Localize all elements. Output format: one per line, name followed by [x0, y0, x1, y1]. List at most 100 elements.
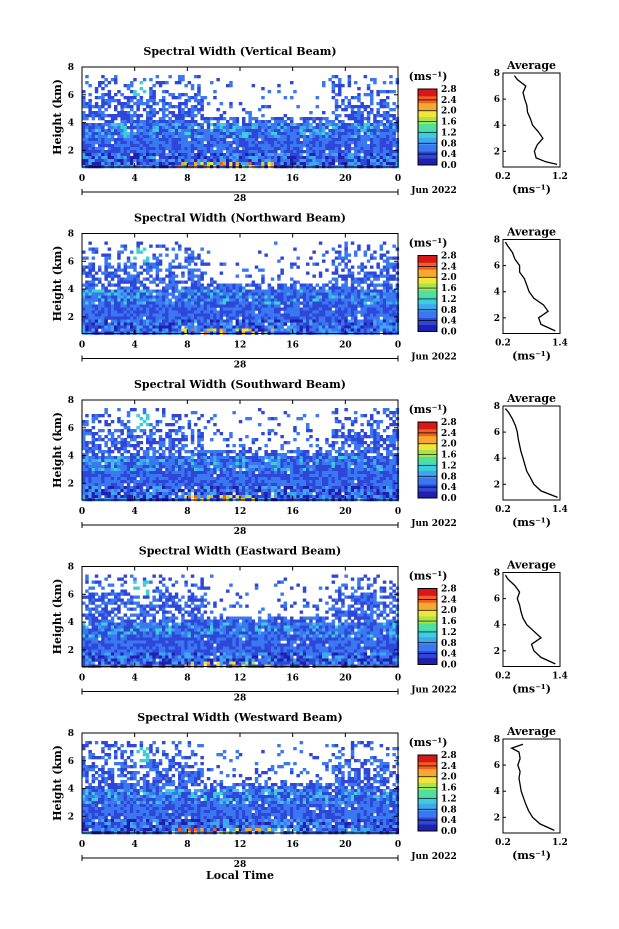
heatmap-cells [82, 741, 400, 835]
colorbar-tick-label: 0.4 [441, 650, 457, 660]
x-tick-label: 4 [132, 840, 138, 850]
colorbar-segment [418, 588, 437, 596]
chart-title: Spectral Width (Northward Beam) [134, 212, 346, 225]
date-day-label: 28 [234, 694, 247, 704]
average-x-tick-label: 0.2 [495, 172, 511, 182]
average-y-tick-label: 2 [494, 813, 500, 823]
date-day-label: 28 [234, 194, 247, 204]
average-unit: (ms⁻¹) [512, 849, 551, 862]
average-y-tick-label: 2 [494, 147, 500, 157]
x-tick-label: 0 [395, 341, 401, 351]
y-tick-label: 4 [68, 452, 74, 462]
x-tick-label: 4 [132, 341, 138, 351]
colorbar-tick-label: 2.4 [441, 96, 457, 106]
colorbar-tick-label: 2.8 [441, 585, 457, 595]
y-tick-label: 2 [68, 479, 74, 489]
y-tick-label: 6 [68, 91, 74, 101]
y-tick-label: 6 [68, 590, 74, 600]
colorbar-tick-label: 1.2 [441, 461, 457, 471]
heatmap-cells [82, 574, 400, 668]
colorbar-tick-label: 1.6 [441, 451, 457, 461]
average-y-tick-label: 6 [494, 262, 500, 272]
colorbar-segment [418, 803, 437, 811]
colorbar-tick-label: 0.8 [441, 639, 457, 649]
y-axis-label: Height (km) [51, 412, 64, 488]
x-tick-label: 0 [79, 341, 85, 351]
y-axis-label: Height (km) [51, 246, 64, 322]
colorbar-tick-label: 2.4 [441, 595, 457, 605]
colorbar-segment [418, 158, 437, 166]
x-tick-label: 12 [234, 674, 247, 684]
x-tick-label: 20 [339, 341, 352, 351]
x-tick-label: 0 [79, 674, 85, 684]
colorbar-segment [418, 755, 437, 763]
x-tick-label: 8 [184, 174, 190, 184]
colorbar-segment [418, 657, 437, 665]
colorbar-segment [418, 817, 437, 825]
colorbar-segment [418, 442, 437, 450]
colorbar-segment [418, 456, 437, 464]
x-tick-label: 0 [79, 840, 85, 850]
date-day-label: 28 [234, 860, 247, 870]
colorbar-segment [418, 109, 437, 117]
average-frame [502, 405, 561, 501]
colorbar-tick-label: 1.2 [441, 295, 457, 305]
x-tick-label: 12 [234, 174, 247, 184]
x-tick-label: 20 [339, 674, 352, 684]
average-y-tick-label: 6 [494, 595, 500, 605]
colorbar-tick-label: 0.0 [441, 328, 457, 338]
colorbar-segment [418, 810, 437, 818]
colorbar-tick-label: 0.8 [441, 805, 457, 815]
average-frame [502, 72, 561, 168]
colorbar-tick-label: 2.8 [441, 252, 457, 262]
x-tick-label: 20 [339, 507, 352, 517]
colorbar-tick-label: 0.8 [441, 472, 457, 482]
colorbar-segment [418, 116, 437, 124]
average-unit: (ms⁻¹) [512, 516, 551, 529]
colorbar-segment [418, 449, 437, 457]
average-x-tick-label: 1.2 [552, 838, 568, 848]
colorbar-segment [418, 422, 437, 430]
colorbar-segment [418, 324, 437, 332]
colorbar-tick-label: 1.2 [441, 794, 457, 804]
x-tick-label: 16 [286, 507, 299, 517]
average-y-tick-label: 8 [494, 69, 500, 79]
x-axis-label: Local Time [206, 869, 274, 882]
colorbar-segment [418, 643, 437, 652]
average-profile-line [513, 75, 558, 166]
colorbar-segment [418, 123, 437, 131]
colorbar-tick-label: 0.8 [441, 306, 457, 316]
colorbar-tick-label: 0.4 [441, 816, 457, 826]
colorbar-segment [418, 303, 437, 312]
colorbar-tick-label: 0.4 [441, 150, 457, 160]
chart-title: Spectral Width (Southward Beam) [134, 378, 346, 391]
colorbar-tick-label: 0.0 [441, 661, 457, 671]
colorbar-segment [418, 609, 437, 617]
x-tick-label: 8 [184, 341, 190, 351]
x-tick-label: 8 [184, 507, 190, 517]
colorbar-segment [418, 137, 437, 145]
colorbar-segment [418, 824, 437, 832]
y-tick-label: 6 [68, 424, 74, 434]
colorbar-tick-label: 1.2 [441, 128, 457, 138]
average-x-tick-label: 0.2 [495, 838, 511, 848]
average-unit: (ms⁻¹) [512, 183, 551, 196]
colorbar-segment [418, 616, 437, 624]
colorbar-segment [418, 310, 437, 319]
colorbar-segment [418, 796, 437, 804]
colorbar-tick-label: 2.8 [441, 85, 457, 95]
colorbar-segment [418, 269, 437, 277]
colorbar-segment [418, 463, 437, 471]
x-tick-label: 16 [286, 840, 299, 850]
average-profile-line [504, 408, 558, 499]
colorbar-tick-label: 2.8 [441, 751, 457, 761]
chart-title: Spectral Width (Westward Beam) [137, 711, 342, 724]
colorbar-segment [418, 775, 437, 783]
colorbar-segment [418, 782, 437, 790]
colorbar-unit: (ms⁻¹) [409, 70, 448, 83]
colorbar-segment [418, 144, 437, 152]
average-y-tick-label: 6 [494, 95, 500, 105]
x-tick-label: 4 [132, 507, 138, 517]
average-y-tick-label: 8 [494, 236, 500, 246]
date-month-label: Jun 2022 [410, 519, 457, 529]
